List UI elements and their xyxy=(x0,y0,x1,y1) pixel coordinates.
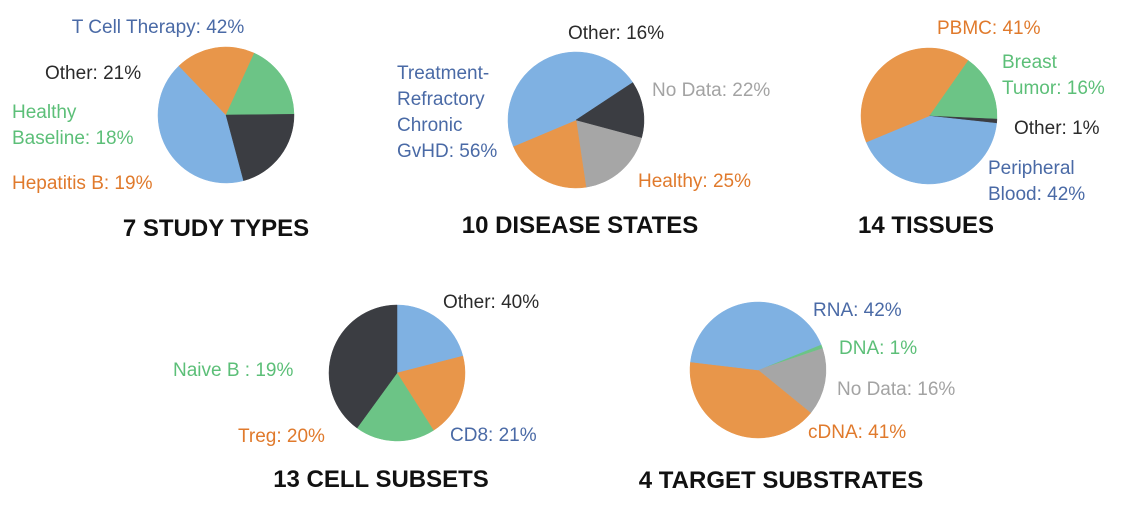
slice-label: RNA: 42% xyxy=(813,300,902,321)
pie-chart-10-disease-states: No Data: 22% Healthy: 25% Treatment-Refrac… xyxy=(397,23,770,239)
slice-label: T Cell Therapy: 42% xyxy=(72,17,245,38)
pie-slice xyxy=(157,65,244,184)
slice-label: Treg: 20% xyxy=(238,426,325,447)
slice-label: CD8: 21% xyxy=(450,425,537,446)
pie-slice xyxy=(575,119,642,188)
pie-slice xyxy=(507,51,634,147)
pie-slice xyxy=(575,82,645,138)
slice-label: No Data: 16% xyxy=(837,379,955,400)
pie-slice xyxy=(225,52,295,116)
pie-chart-7-study-types: T Cell Therapy: 42% Hepatitis B: 19% Healt… xyxy=(12,17,309,242)
slice-label: DNA: 1% xyxy=(839,338,917,359)
pie-slice xyxy=(356,372,434,442)
chart-title: 14 TISSUES xyxy=(858,212,994,239)
chart-title: 7 STUDY TYPES xyxy=(123,215,309,242)
chart-title: 4 TARGET SUBSTRATES xyxy=(639,467,923,494)
slice-label: Peripheral Blood: 42% xyxy=(988,158,1085,205)
slice-label: cDNA: 41% xyxy=(808,422,906,443)
pie-slice xyxy=(178,46,255,116)
slice-label: Other: 21% xyxy=(45,63,141,84)
pie-slice xyxy=(225,114,295,181)
slice-label: Healthy: 25% xyxy=(638,171,751,192)
pie-chart-4-target-substrates: DNA: 1% No Data: 16% cDNA: 41% RNA: 42% 4 TA… xyxy=(639,300,956,494)
pie-slice xyxy=(865,115,997,185)
pie-slice xyxy=(328,304,398,429)
slice-label: Other: 40% xyxy=(443,292,539,313)
slice-label: Other: 16% xyxy=(568,23,664,44)
pie-chart-13-cell-subsets: CD8: 21% Treg: 20% Naive B : 19% Other: 40%… xyxy=(173,292,539,493)
slice-label: Other: 1% xyxy=(1014,118,1100,139)
pie-slice xyxy=(689,361,812,439)
slice-label: PBMC: 41% xyxy=(937,18,1041,39)
slice-label: Treatment-Refractory Chronic GvHD: 56% xyxy=(397,63,497,162)
slice-label: Hepatitis B: 19% xyxy=(12,173,153,194)
pie-slice xyxy=(860,47,969,143)
chart-title: 10 DISEASE STATES xyxy=(462,212,699,239)
slice-label: Breast Tumor: 16% xyxy=(1002,52,1105,99)
slice-label: No Data: 22% xyxy=(652,80,770,101)
chart-title: 13 CELL SUBSETS xyxy=(273,466,489,493)
pie-slice xyxy=(396,304,464,374)
pie-slice xyxy=(757,348,827,414)
slice-label: Healthy Baseline: 18% xyxy=(12,102,134,149)
pie-slice xyxy=(690,301,822,371)
slice-label: Naive B : 19% xyxy=(173,360,293,381)
pie-chart-14-tissues: Breast Tumor: 16% Other: 1% Peripheral Blood… xyxy=(858,18,1105,239)
pie-slice xyxy=(396,355,466,431)
pie-slice xyxy=(928,59,998,120)
pie-slice xyxy=(512,119,587,189)
